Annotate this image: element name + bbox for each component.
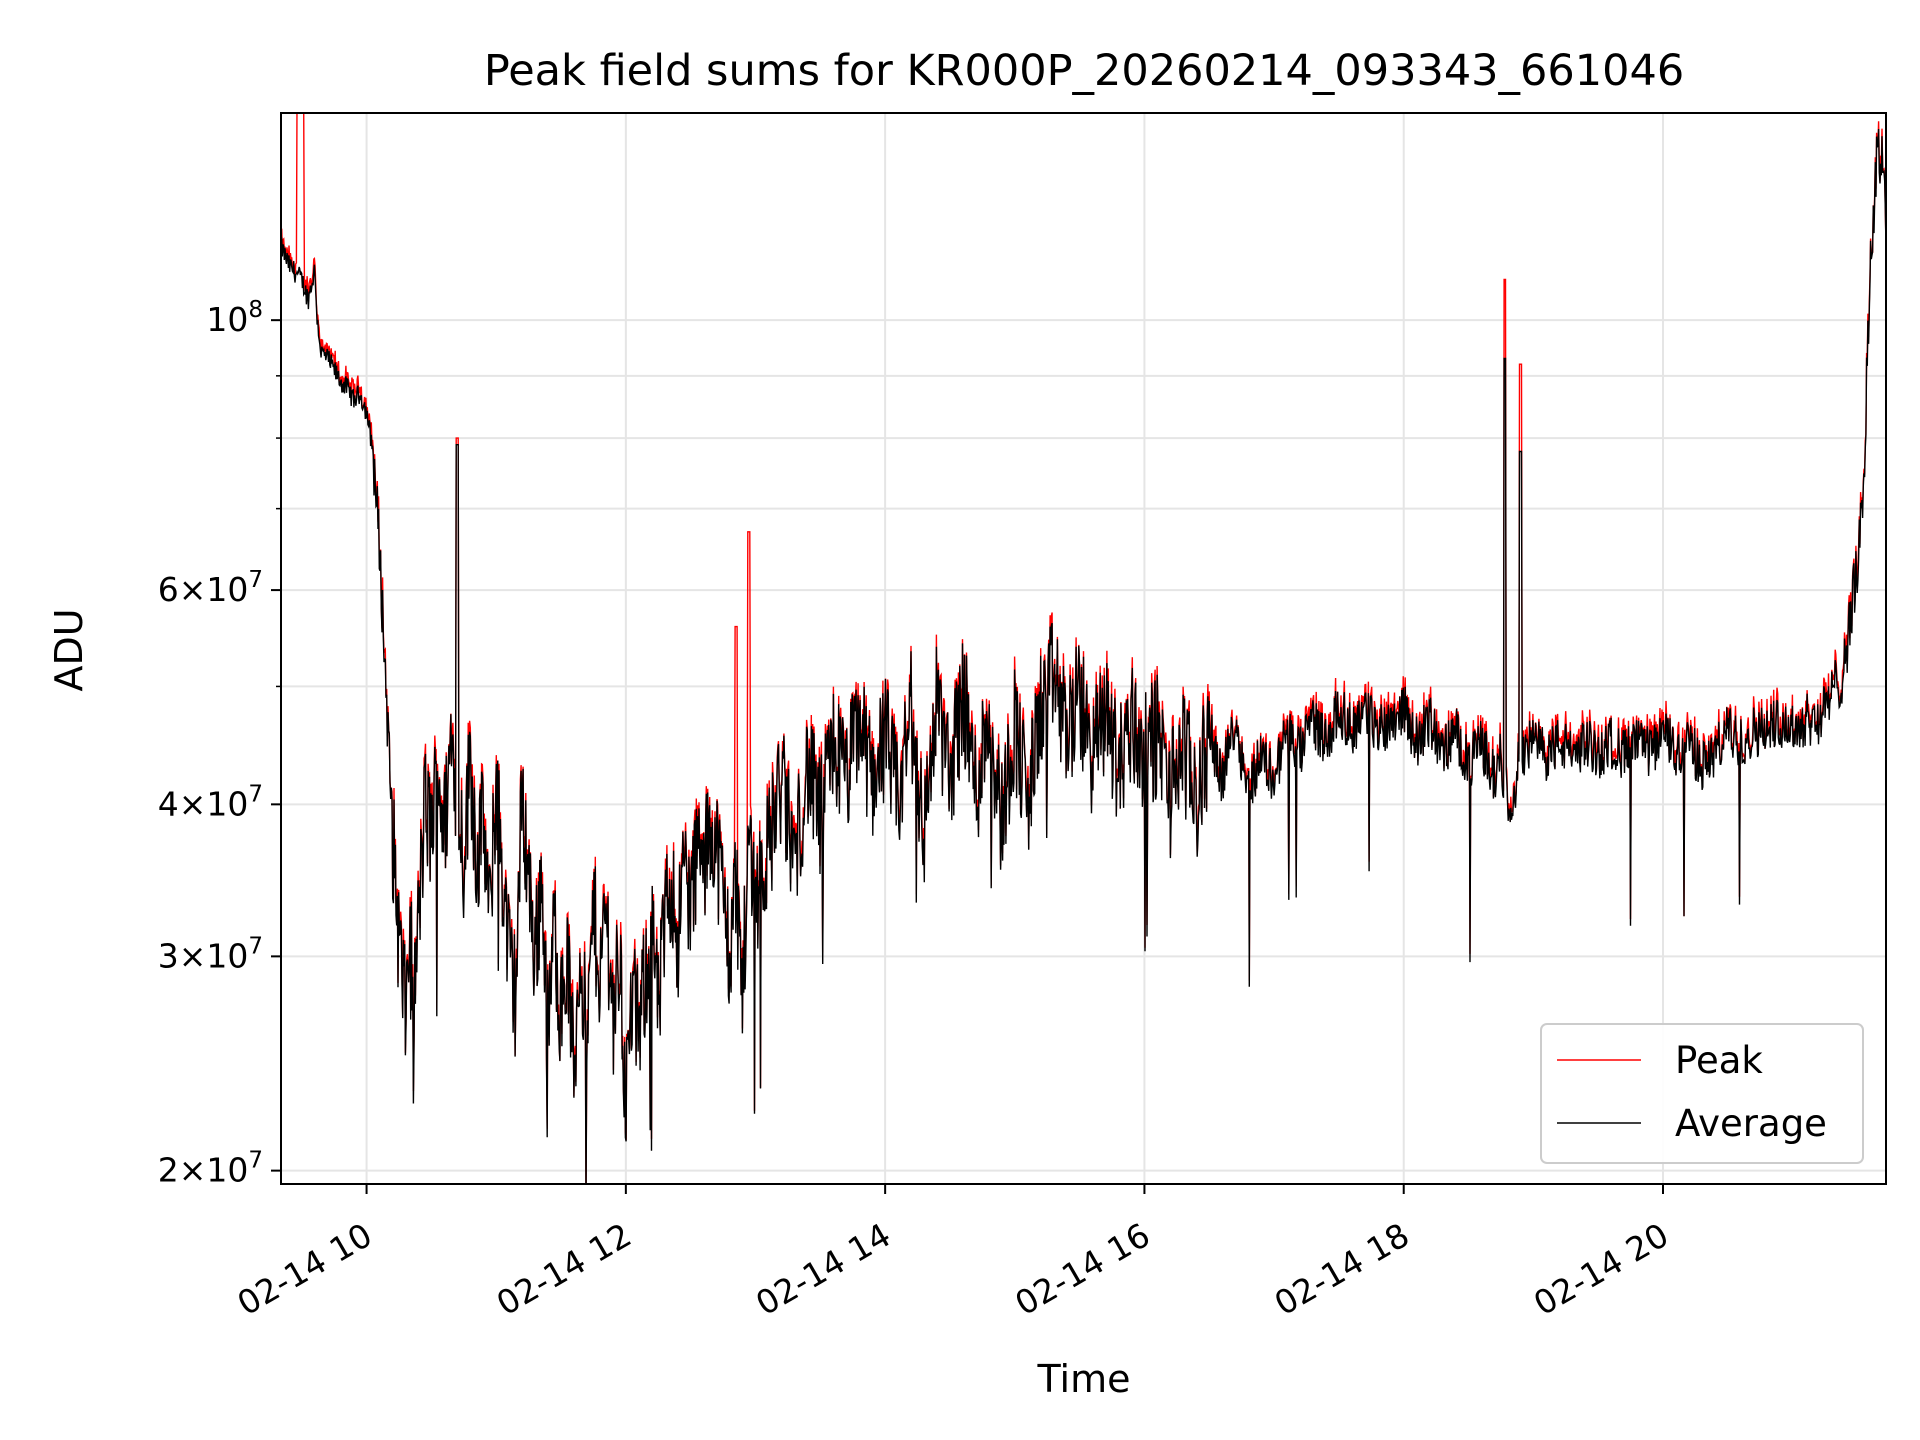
legend-box bbox=[1540, 1023, 1864, 1164]
legend-label-peak: Peak bbox=[1675, 1039, 1763, 1082]
y-tick-exponent: 7 bbox=[248, 567, 263, 593]
legend: Peak Average bbox=[1540, 1023, 1864, 1164]
y-tick-mantissa: 3 bbox=[158, 936, 179, 975]
y-tick-label: 108 bbox=[206, 297, 263, 339]
chart-title: Peak field sums for KR000P_20260214_0933… bbox=[484, 46, 1684, 96]
y-tick-exponent: 7 bbox=[248, 781, 263, 807]
y-tick-label: 3×107 bbox=[158, 933, 263, 975]
y-tick-label: 6×107 bbox=[158, 567, 263, 609]
grid-layer bbox=[281, 113, 1886, 1184]
plot-frame bbox=[280, 112, 1887, 1185]
y-axis-label: ADU bbox=[47, 608, 91, 691]
series-line-average bbox=[281, 128, 1886, 1184]
y-tick-base: 10 bbox=[206, 300, 248, 339]
y-tick-mantissa: 4 bbox=[158, 784, 179, 823]
y-tick-exponent: 7 bbox=[248, 933, 263, 959]
y-tick-mantissa: 2 bbox=[158, 1151, 179, 1190]
y-tick-mantissa: 6 bbox=[158, 570, 179, 609]
y-tick-exponent: 7 bbox=[248, 1148, 263, 1174]
x-axis-label: Time bbox=[1037, 1357, 1131, 1401]
y-tick-label: 2×107 bbox=[158, 1148, 263, 1190]
plot-area bbox=[281, 113, 1886, 1184]
y-tick-label: 4×107 bbox=[158, 781, 263, 823]
legend-label-average: Average bbox=[1675, 1102, 1827, 1145]
y-tick-exponent: 8 bbox=[248, 297, 263, 323]
y-axis: 2×107 3×107 4×107 6×107 108 bbox=[158, 297, 281, 1190]
